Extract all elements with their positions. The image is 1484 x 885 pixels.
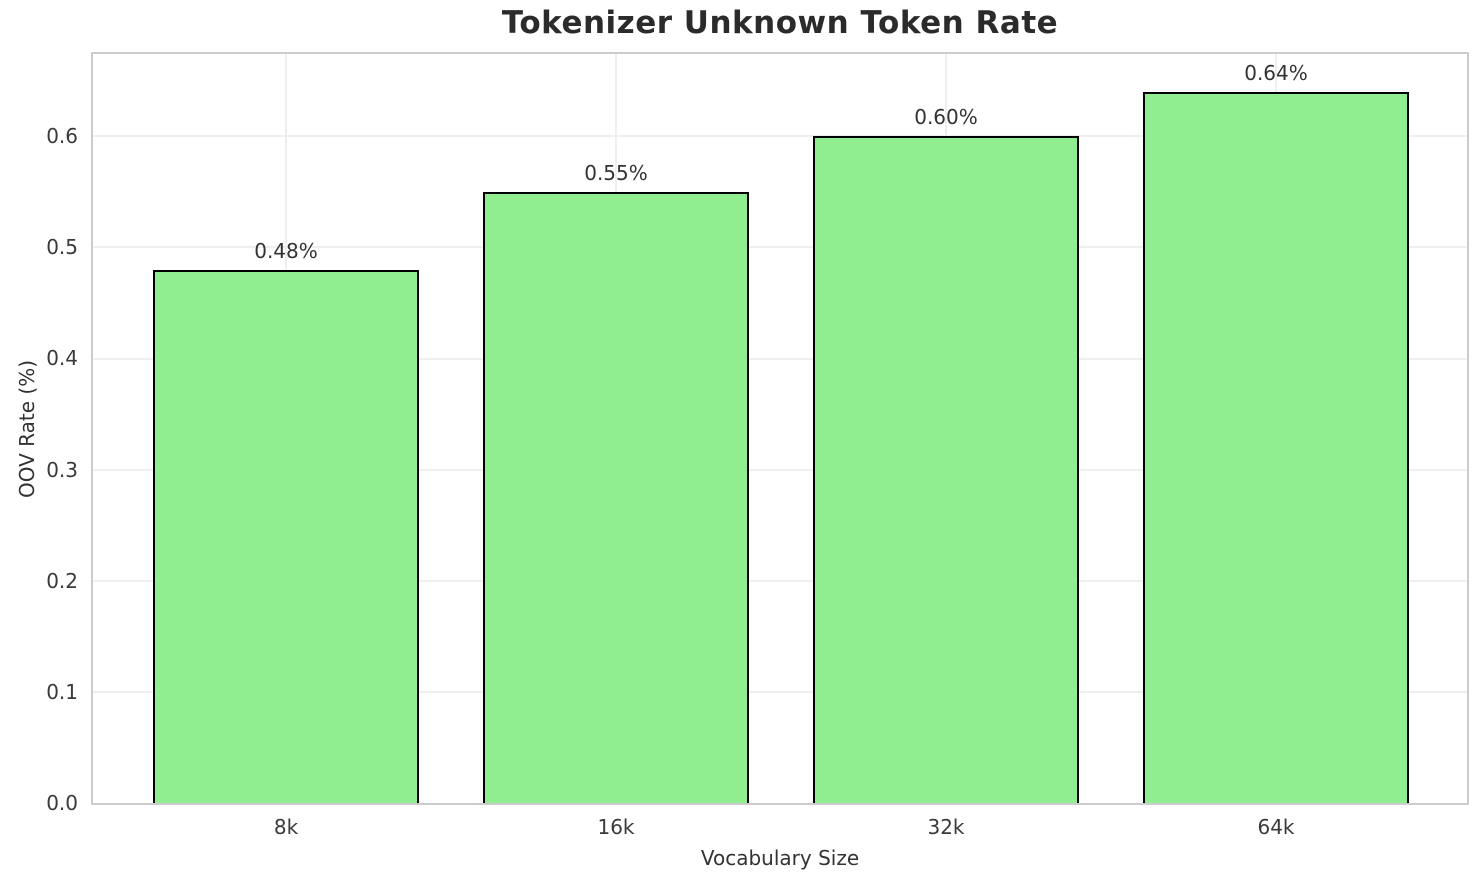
y-tick-label: 0.0 bbox=[46, 791, 78, 815]
x-axis-label: Vocabulary Size bbox=[700, 846, 860, 870]
bar-value-label: 0.48% bbox=[254, 239, 318, 263]
bar-8k bbox=[153, 270, 419, 803]
h-gridline bbox=[93, 246, 1467, 249]
x-tick-label-16k: 16k bbox=[597, 815, 635, 839]
x-tick-label-64k: 64k bbox=[1257, 815, 1295, 839]
x-tick-label-8k: 8k bbox=[273, 815, 299, 839]
y-tick-label: 0.5 bbox=[46, 235, 78, 260]
h-gridline bbox=[93, 579, 1467, 582]
plot-area: 0.48% 0.55% 0.60% 0.64% bbox=[91, 52, 1469, 805]
y-axis-label: OOV Rate (%) bbox=[15, 360, 39, 498]
y-tick-label: 0.3 bbox=[46, 457, 78, 482]
bar-32k bbox=[813, 136, 1079, 803]
bar-64k bbox=[1143, 92, 1409, 803]
y-tick-label: 0.4 bbox=[46, 346, 78, 371]
bar-value-label: 0.55% bbox=[584, 161, 648, 185]
y-tick-label: 0.6 bbox=[46, 124, 78, 149]
x-tick-label-32k: 32k bbox=[927, 815, 965, 839]
y-tick-label: 0.1 bbox=[46, 679, 78, 704]
h-gridline bbox=[93, 357, 1467, 360]
bar-value-label: 0.64% bbox=[1244, 61, 1308, 85]
y-tick-label: 0.2 bbox=[46, 568, 78, 593]
h-gridline bbox=[93, 468, 1467, 471]
chart-title: Tokenizer Unknown Token Rate bbox=[501, 5, 1059, 41]
bar-16k bbox=[483, 192, 749, 803]
h-gridline bbox=[93, 690, 1467, 693]
bar-value-label: 0.60% bbox=[914, 105, 978, 129]
h-gridline bbox=[93, 135, 1467, 138]
